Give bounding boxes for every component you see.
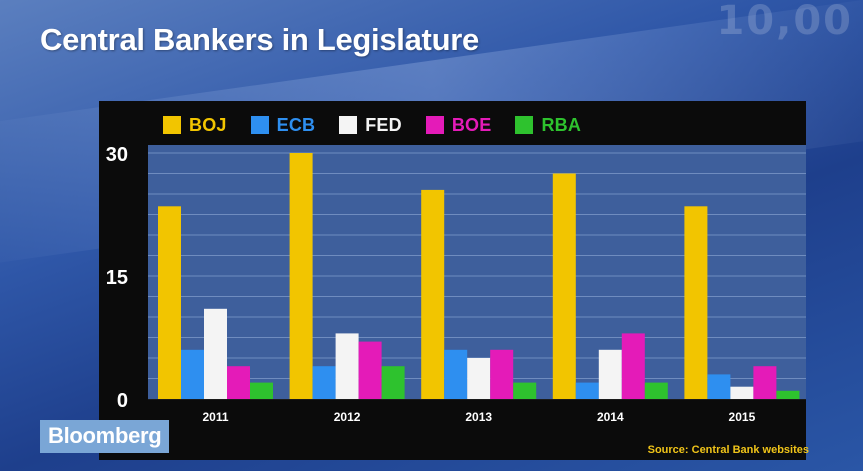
legend-label: RBA xyxy=(541,114,582,135)
legend-swatch xyxy=(250,116,269,134)
bar-boj-2015 xyxy=(684,206,708,399)
bar-ecb-2013 xyxy=(444,349,468,399)
bar-fed-2014 xyxy=(598,349,622,399)
legend-swatch xyxy=(425,116,444,134)
bar-boj-2013 xyxy=(421,189,445,399)
legend-item-boe: BOE xyxy=(425,114,492,136)
background-digits: 10,00 xyxy=(716,0,853,44)
bar-rba-2013 xyxy=(513,382,537,399)
bar-boj-2012 xyxy=(289,153,313,399)
bar-ecb-2012 xyxy=(312,366,336,399)
chart-title: Central Bankers in Legislature xyxy=(40,22,479,57)
bar-rba-2012 xyxy=(381,366,405,399)
bar-boj-2011 xyxy=(158,206,181,399)
bar-ecb-2011 xyxy=(181,349,204,399)
legend-label: BOJ xyxy=(189,114,227,135)
x-tick-label: 2011 xyxy=(202,410,228,424)
chart-legend: BOJ ECB FED BOE RBA xyxy=(163,112,605,138)
legend-item-fed: FED xyxy=(339,115,402,136)
bar-boe-2013 xyxy=(490,349,514,399)
bar-boe-2014 xyxy=(621,333,645,399)
bar-boe-2012 xyxy=(358,341,382,399)
bloomberg-logo: Bloomberg xyxy=(40,420,170,453)
legend-item-ecb: ECB xyxy=(250,114,316,136)
y-tick-label: 0 xyxy=(117,390,128,412)
x-tick-label: 2014 xyxy=(597,410,624,424)
legend-swatch xyxy=(339,116,358,134)
bar-boj-2014 xyxy=(552,173,576,399)
bar-boe-2015 xyxy=(753,366,777,399)
x-tick-label: 2013 xyxy=(465,410,492,424)
bar-fed-2013 xyxy=(467,358,491,399)
legend-item-rba: RBA xyxy=(515,115,581,136)
bar-ecb-2014 xyxy=(575,382,599,399)
bar-ecb-2015 xyxy=(707,374,731,399)
legend-swatch xyxy=(163,116,181,134)
legend-label: ECB xyxy=(276,114,316,135)
bar-fed-2011 xyxy=(204,308,227,399)
legend-swatch xyxy=(515,116,534,134)
x-tick-label: 2015 xyxy=(729,410,756,424)
bar-rba-2014 xyxy=(644,382,668,399)
legend-label: FED xyxy=(365,114,402,135)
source-note: Source: Central Bank websites xyxy=(647,444,809,456)
bar-rba-2011 xyxy=(250,382,273,399)
legend-label: BOE xyxy=(451,114,492,135)
y-tick-label: 15 xyxy=(106,267,128,289)
y-tick-label: 30 xyxy=(106,144,128,166)
bar-rba-2015 xyxy=(776,390,800,399)
bar-fed-2012 xyxy=(335,333,359,399)
legend-item-boj: BOJ xyxy=(163,115,227,136)
x-tick-label: 2012 xyxy=(334,410,361,424)
bar-boe-2011 xyxy=(227,366,250,399)
bar-fed-2015 xyxy=(730,386,754,399)
